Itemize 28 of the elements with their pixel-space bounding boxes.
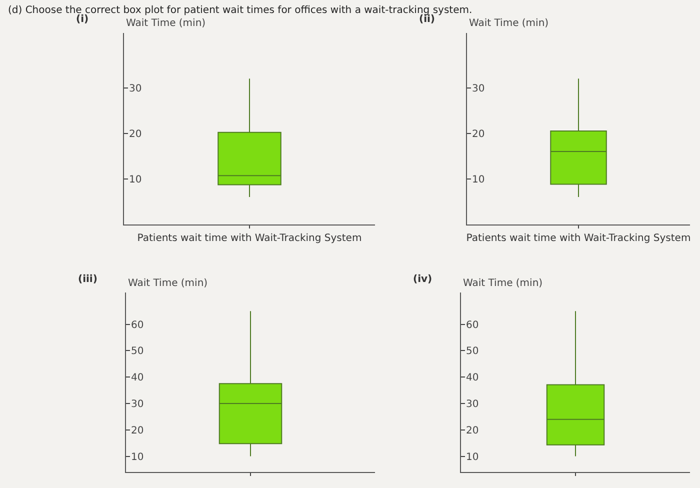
x-axis-title: Patients wait time with Wait-Tracking System: [137, 232, 362, 244]
x-axis-title: Patients wait time with Wait-Tracking System: [466, 232, 691, 244]
y-tick-label: 30: [129, 83, 142, 94]
chart-title: (iv): [413, 274, 432, 285]
y-axis-title: Wait Time (min): [128, 278, 208, 289]
y-tick-label: 10: [131, 452, 144, 463]
chart-title: (i): [76, 14, 89, 25]
y-tick-label: 50: [131, 346, 144, 358]
y-tick-label: 20: [472, 128, 485, 140]
y-tick-label: 40: [466, 372, 479, 384]
y-axis-title: Wait Time (min): [126, 18, 206, 29]
chart-title: (ii): [419, 14, 435, 25]
y-tick-label: 30: [131, 398, 144, 410]
y-tick-label: 50: [466, 346, 479, 358]
y-tick-label: 30: [472, 83, 485, 94]
y-axis-title: Wait Time (min): [463, 278, 543, 289]
y-tick-label: 60: [131, 320, 144, 331]
y-tick-label: 20: [466, 425, 479, 436]
y-tick-label: 10: [466, 452, 479, 463]
y-tick-label: 10: [129, 174, 142, 186]
y-tick-label: 20: [131, 425, 144, 436]
y-tick-label: 40: [131, 372, 144, 384]
y-tick-label: 10: [472, 174, 485, 186]
y-axis-title: Wait Time (min): [469, 18, 549, 29]
chart-title: (iii): [78, 274, 98, 285]
y-tick-label: 60: [466, 320, 479, 331]
y-tick-label: 20: [129, 128, 142, 140]
y-tick-label: 30: [466, 398, 479, 410]
